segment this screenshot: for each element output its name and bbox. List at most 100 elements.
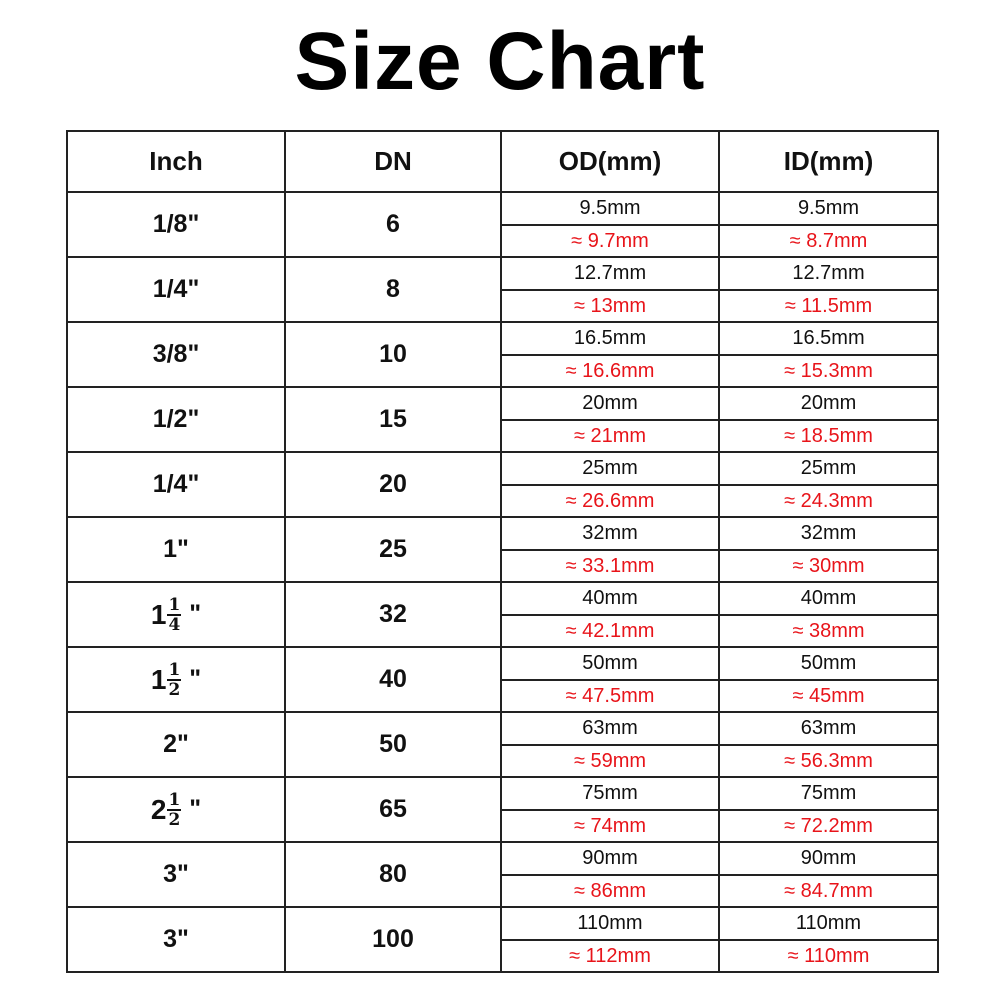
inch-text: 1/8" <box>152 210 200 238</box>
cell-dn: 32 <box>284 581 502 648</box>
cell-id-approx: ≈ 18.5mm <box>718 418 939 453</box>
cell-id: 75mm <box>718 776 939 810</box>
fraction-denominator: 2 <box>168 809 181 830</box>
cell-id: 12.7mm <box>718 256 939 290</box>
cell-id: 25mm <box>718 451 939 485</box>
cell-dn: 65 <box>284 776 502 843</box>
cell-id-approx: ≈ 24.3mm <box>718 483 939 518</box>
cell-id-approx: ≈ 56.3mm <box>718 743 939 778</box>
cell-inch: 2" <box>66 711 286 778</box>
cell-od-approx: ≈ 13mm <box>500 288 720 323</box>
cell-dn: 40 <box>284 646 502 713</box>
page-title: Size Chart <box>294 16 706 107</box>
table-row: 1/2" 15 20mm 20mm <box>66 386 939 453</box>
cell-dn: 20 <box>284 451 502 518</box>
header-od: OD(mm) <box>500 130 720 193</box>
header-row: Inch DN OD(mm) ID(mm) <box>66 130 939 193</box>
cell-od: 63mm <box>500 711 720 745</box>
table-row-approx: ≈ 21mm ≈ 18.5mm <box>67 418 939 453</box>
table-row-approx: ≈ 47.5mm ≈ 45mm <box>67 678 939 713</box>
cell-od-approx: ≈ 74mm <box>500 808 720 843</box>
cell-od-approx: ≈ 42.1mm <box>500 613 720 648</box>
inch-text: 1" <box>163 535 189 563</box>
cell-od: 25mm <box>500 451 720 485</box>
cell-dn: 80 <box>284 841 502 908</box>
header-id: ID(mm) <box>718 130 939 193</box>
cell-id-approx: ≈ 84.7mm <box>718 873 939 908</box>
table-row: 1 1 4 " 32 40mm 40mm <box>66 581 939 648</box>
table-row-approx: ≈ 33.1mm ≈ 30mm <box>67 548 939 583</box>
cell-dn: 6 <box>284 191 502 258</box>
cell-inch: 1 1 4 " <box>66 581 286 648</box>
cell-id: 16.5mm <box>718 321 939 355</box>
cell-id-approx: ≈ 72.2mm <box>718 808 939 843</box>
size-table: Inch DN OD(mm) ID(mm) 1/8" 6 9.5mm 9.5mm ≈ 9… <box>66 130 939 973</box>
cell-od-approx: ≈ 86mm <box>500 873 720 908</box>
inch-whole: 2 <box>150 793 167 825</box>
cell-od-approx: ≈ 47.5mm <box>500 678 720 713</box>
inch-text: 1/4" <box>152 275 200 303</box>
fraction-denominator: 2 <box>168 679 181 700</box>
cell-id-approx: ≈ 45mm <box>718 678 939 713</box>
table-row: 3/8" 10 16.5mm 16.5mm <box>66 321 939 388</box>
cell-od: 90mm <box>500 841 720 875</box>
cell-od-approx: ≈ 26.6mm <box>500 483 720 518</box>
cell-od: 32mm <box>500 516 720 550</box>
cell-od: 20mm <box>500 386 720 420</box>
cell-id: 40mm <box>718 581 939 615</box>
cell-od-approx: ≈ 16.6mm <box>500 353 720 388</box>
cell-inch: 1/4" <box>66 451 286 518</box>
cell-id: 90mm <box>718 841 939 875</box>
cell-dn: 50 <box>284 711 502 778</box>
cell-dn: 100 <box>284 906 502 973</box>
table-row: 1/4" 8 12.7mm 12.7mm <box>66 256 939 323</box>
cell-dn: 15 <box>284 386 502 453</box>
inch-text: 3" <box>163 925 189 953</box>
inch-mark: " <box>189 795 202 823</box>
table-row-approx: ≈ 59mm ≈ 56.3mm <box>67 743 939 778</box>
header-inch: Inch <box>66 130 286 193</box>
cell-id-approx: ≈ 11.5mm <box>718 288 939 323</box>
inch-whole: 1 <box>150 598 167 630</box>
cell-id-approx: ≈ 38mm <box>718 613 939 648</box>
inch-whole: 1 <box>150 663 167 695</box>
cell-od: 12.7mm <box>500 256 720 290</box>
table-row: 1 1 2 " 40 50mm 50mm <box>66 646 939 713</box>
cell-inch: 1/2" <box>66 386 286 453</box>
fraction-denominator: 4 <box>168 614 181 635</box>
table-row: 2 1 2 " 65 75mm 75mm <box>66 776 939 843</box>
inch-text: 2" <box>163 730 189 758</box>
table-row-approx: ≈ 86mm ≈ 84.7mm <box>67 873 939 908</box>
inch-text: 3/8" <box>152 340 200 368</box>
table-row-approx: ≈ 13mm ≈ 11.5mm <box>67 288 939 323</box>
table-row-approx: ≈ 26.6mm ≈ 24.3mm <box>67 483 939 518</box>
cell-od-approx: ≈ 33.1mm <box>500 548 720 583</box>
cell-od: 75mm <box>500 776 720 810</box>
cell-od-approx: ≈ 112mm <box>500 938 720 973</box>
cell-id: 9.5mm <box>718 191 939 225</box>
inch-text: 3" <box>163 860 189 888</box>
table-row-approx: ≈ 9.7mm ≈ 8.7mm <box>67 223 939 258</box>
table-row: 1/8" 6 9.5mm 9.5mm <box>66 191 939 258</box>
cell-id-approx: ≈ 110mm <box>718 938 939 973</box>
cell-inch: 1" <box>66 516 286 583</box>
cell-id: 110mm <box>718 906 939 940</box>
cell-id: 63mm <box>718 711 939 745</box>
table-row: 3" 80 90mm 90mm <box>66 841 939 908</box>
table-row-approx: ≈ 112mm ≈ 110mm <box>67 938 939 973</box>
cell-id: 32mm <box>718 516 939 550</box>
cell-id: 50mm <box>718 646 939 680</box>
cell-inch: 3/8" <box>66 321 286 388</box>
cell-inch: 3" <box>66 841 286 908</box>
cell-inch: 1/8" <box>66 191 286 258</box>
table-row: 1/4" 20 25mm 25mm <box>66 451 939 518</box>
cell-dn: 8 <box>284 256 502 323</box>
table-row: 2" 50 63mm 63mm <box>66 711 939 778</box>
cell-od: 40mm <box>500 581 720 615</box>
cell-dn: 25 <box>284 516 502 583</box>
cell-od: 50mm <box>500 646 720 680</box>
table-row-approx: ≈ 42.1mm ≈ 38mm <box>67 613 939 648</box>
